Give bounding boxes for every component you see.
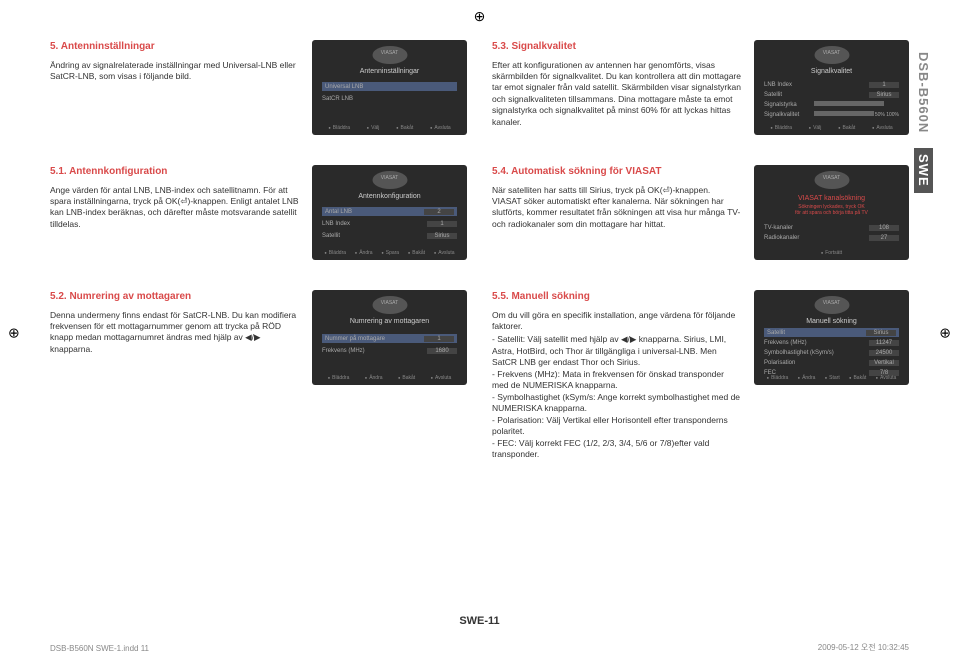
frame-row: PolarisationVertikal	[764, 358, 899, 367]
frame-footer: BläddraVäljBakåtAvsluta	[754, 125, 909, 131]
frame-row: Frekvens (MHz)11247	[764, 338, 899, 347]
heading-53: 5.3. Signalkvalitet	[492, 40, 742, 54]
frame-row: Universal LNB	[322, 82, 457, 91]
body-52: Denna undermeny finns endast för SatCR-L…	[50, 310, 300, 356]
viasat-logo	[814, 171, 849, 189]
signal-bar	[814, 101, 884, 106]
frame-5: Antenninställningar Universal LNB SatCR …	[312, 40, 467, 135]
text-52: 5.2. Numrering av mottagaren Denna under…	[50, 290, 300, 461]
text-51: 5.1. Antennkonfiguration Ange värden för…	[50, 165, 300, 260]
li4: - Polarisation: Välj Vertikal eller Hori…	[492, 415, 742, 438]
content-grid: 5. Antenninställningar Ändring av signal…	[50, 40, 909, 461]
li1: - Satellit: Välj satellit med hjälp av ◀…	[492, 334, 742, 368]
viasat-logo	[372, 46, 407, 64]
crop-mark-right: ⊕	[939, 324, 951, 341]
viasat-logo	[814, 46, 849, 64]
heading-5: 5. Antenninställningar	[50, 40, 300, 54]
frame-row: Radiokanaler27	[764, 233, 899, 242]
frame-footer: BläddraVäljBakåtAvsluta	[312, 125, 467, 131]
frame-52: Numrering av mottagaren Nummer på mottag…	[312, 290, 467, 385]
side-tab: DSB-B560N SWE	[916, 52, 931, 193]
text-53: 5.3. Signalkvalitet Efter att konfigurat…	[492, 40, 742, 135]
body-55: Om du vill göra en specifik installation…	[492, 310, 742, 333]
body-51: Ange värden för antal LNB, LNB-index och…	[50, 185, 300, 231]
document-page: ⊕ ⊕ ⊕ DSB-B560N SWE 5. Antenninställning…	[0, 0, 959, 665]
frame-footer: BläddraÄndraBakåtAvsluta	[312, 375, 467, 381]
frame-sub: Sökningen lyckades, tryck OK för att spa…	[764, 205, 899, 214]
li3: - Symbolhastighet (kSym/s: Ange korrekt …	[492, 392, 742, 415]
quality-bar	[814, 111, 874, 116]
crop-mark-left: ⊕	[8, 324, 20, 341]
frame-row: SatellitSirius	[764, 328, 899, 337]
viasat-logo	[372, 296, 407, 314]
body-54: När satelliten har satts till Sirius, tr…	[492, 185, 742, 231]
frame-title: Manuell sökning	[754, 318, 909, 325]
footer-left: DSB-B560N SWE-1.indd 11	[50, 644, 149, 653]
frame-53: Signalkvalitet LNB Index1 SatellitSirius…	[754, 40, 909, 135]
frame-row: Frekvens (MHz)1680	[322, 346, 457, 355]
model-label: DSB-B560N	[916, 52, 931, 133]
frame-54: VIASAT kanalsökning Sökningen lyckades, …	[754, 165, 909, 260]
frame-footer: BläddraÄndraStartBakåtAvsluta	[754, 375, 909, 381]
text-55: 5.5. Manuell sökning Om du vill göra en …	[492, 290, 742, 461]
frame-footer: Fortsätt	[754, 250, 909, 256]
frame-row: SatellitSirius	[764, 90, 899, 99]
frame-title: Antenninställningar	[312, 68, 467, 75]
frame-row: SatellitSirius	[322, 231, 457, 240]
frame-title: Signalkvalitet	[754, 68, 909, 75]
frame-title: VIASAT kanalsökning	[754, 195, 909, 202]
frame-footer: BläddraÄndraSparaBakåtAvsluta	[312, 250, 467, 256]
page-number: SWE-11	[459, 615, 499, 627]
body-53: Efter att konfigurationen av antennen ha…	[492, 60, 742, 129]
frame-title: Antennkonfiguration	[312, 193, 467, 200]
footer-right: 2009-05-12 오전 10:32:45	[818, 642, 909, 653]
frame-row: Nummer på mottagare1	[322, 334, 457, 343]
heading-55: 5.5. Manuell sökning	[492, 290, 742, 304]
text-54: 5.4. Automatisk sökning för VIASAT När s…	[492, 165, 742, 260]
crop-mark-top: ⊕	[474, 8, 486, 25]
viasat-logo	[372, 171, 407, 189]
section-52: 5.2. Numrering av mottagaren Denna under…	[50, 290, 467, 461]
frame-title: Numrering av mottagaren	[312, 318, 467, 325]
frame-row: SatCR LNB	[322, 94, 457, 103]
heading-52: 5.2. Numrering av mottagaren	[50, 290, 300, 304]
frame-51: Antennkonfiguration Antal LNB2 LNB Index…	[312, 165, 467, 260]
text-5: 5. Antenninställningar Ändring av signal…	[50, 40, 300, 135]
body-5: Ändring av signalrelaterade inställninga…	[50, 60, 300, 83]
frame-row: TV-kanaler108	[764, 223, 899, 232]
section-51: 5.1. Antennkonfiguration Ange värden för…	[50, 165, 467, 260]
li2: - Frekvens (MHz): Mata in frekvensen för…	[492, 369, 742, 392]
frame-row: Antal LNB2	[322, 207, 457, 216]
section-54: 5.4. Automatisk sökning för VIASAT När s…	[492, 165, 909, 260]
viasat-logo	[814, 296, 849, 314]
frame-row: Symbolhastighet (kSym/s)24500	[764, 348, 899, 357]
frame-55: Manuell sökning SatellitSirius Frekvens …	[754, 290, 909, 385]
li5: - FEC: Välj korrekt FEC (1/2, 2/3, 3/4, …	[492, 438, 742, 461]
frame-row: LNB Index1	[322, 219, 457, 228]
heading-54: 5.4. Automatisk sökning för VIASAT	[492, 165, 742, 179]
section-5: 5. Antenninställningar Ändring av signal…	[50, 40, 467, 135]
section-53: 5.3. Signalkvalitet Efter att konfigurat…	[492, 40, 909, 135]
section-55: 5.5. Manuell sökning Om du vill göra en …	[492, 290, 909, 461]
lang-tab: SWE	[914, 148, 933, 193]
heading-51: 5.1. Antennkonfiguration	[50, 165, 300, 179]
frame-row: LNB Index1	[764, 80, 899, 89]
